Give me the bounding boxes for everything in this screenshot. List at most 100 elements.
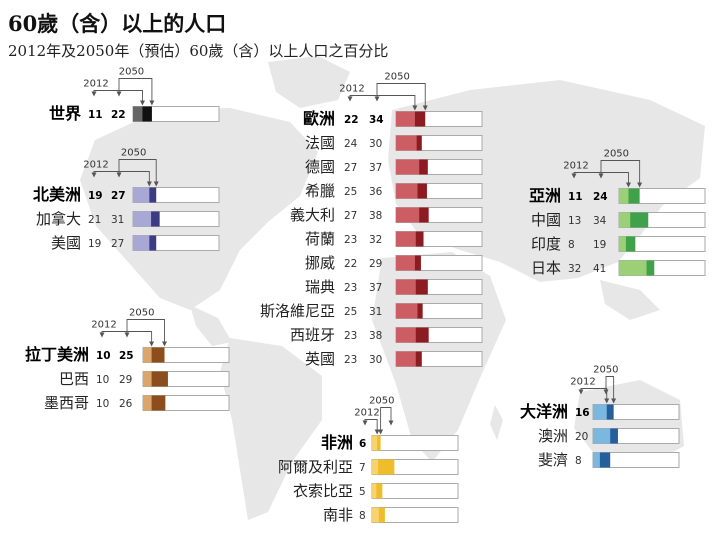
year-2012-label: 2012	[339, 84, 364, 95]
chart-subtitle: 2012年及2050年（預估）60歲（含）以上人口之百分比	[8, 42, 389, 60]
country-label: 阿爾及利亞	[278, 458, 353, 476]
region-label: 亞洲	[529, 186, 561, 205]
region-label: 大洋洲	[520, 402, 568, 421]
bar-2050	[372, 483, 383, 499]
region-label: 拉丁美洲	[25, 345, 89, 364]
connector-2012-arrow	[412, 105, 418, 111]
value-2012-label: 6	[359, 438, 366, 450]
connector-2012-arrow	[374, 429, 380, 435]
value-2012-label: 11	[568, 191, 583, 203]
value-2050-label: 27	[111, 190, 126, 202]
country-label: 中國	[531, 211, 561, 229]
country-label: 墨西哥	[44, 394, 89, 412]
value-2012-label: 32	[568, 263, 581, 275]
year-2012-label: 2012	[83, 160, 108, 171]
year-2012-label: 2012	[354, 408, 379, 419]
bar-2012	[396, 111, 415, 127]
value-2050-label: 19	[593, 239, 606, 251]
value-2050-label: 29	[119, 374, 132, 386]
country-label: 印度	[531, 235, 561, 253]
connector-2050-tail-arrow	[598, 173, 604, 179]
connector-2050-tail-arrow	[116, 172, 122, 178]
connector-2050	[376, 83, 426, 107]
value-2012-label: 27	[344, 162, 357, 174]
connector-2050	[380, 407, 392, 431]
value-2012-label: 22	[344, 114, 359, 126]
year-2012-label: 2012	[83, 79, 108, 90]
year-2050-label: 2050	[129, 308, 154, 319]
bar-2012	[619, 236, 626, 252]
value-2012-label: 21	[88, 214, 101, 226]
value-2050-label: 30	[369, 138, 382, 150]
connector-2050	[605, 376, 615, 400]
country-label: 斐濟	[538, 451, 568, 469]
bar-2012	[372, 507, 379, 523]
value-2012-label: 23	[344, 354, 357, 366]
connector-2012-tail-arrow	[362, 420, 368, 426]
year-2050-label: 2050	[369, 396, 394, 407]
value-2050-label: 32	[369, 234, 382, 246]
bar-2012	[372, 435, 378, 451]
value-2012-label: 19	[88, 238, 101, 250]
connector-2012	[349, 95, 416, 107]
bar-2012	[396, 351, 416, 367]
country-label: 英國	[305, 350, 335, 368]
region-label: 世界	[49, 104, 81, 123]
value-2012-label: 27	[344, 210, 357, 222]
country-label: 衣索比亞	[293, 482, 353, 500]
bar-track	[371, 435, 459, 451]
connector-2050-arrow	[611, 398, 617, 404]
value-2050-label: 27	[111, 238, 124, 250]
connector-2050-arrow	[422, 105, 428, 111]
value-2050-label: 26	[119, 398, 133, 410]
value-2050-label: 34	[369, 114, 384, 126]
country-label: 南非	[323, 506, 353, 524]
year-2050-label: 2050	[121, 148, 146, 159]
value-2012-label: 8	[575, 455, 582, 467]
connector-2050-tail-arrow	[603, 389, 609, 395]
value-2012-label: 22	[344, 258, 357, 270]
connector-2050-arrow	[637, 182, 643, 188]
country-label: 美國	[51, 234, 81, 252]
bar-2012	[396, 231, 416, 247]
bar-2012	[593, 404, 607, 420]
value-2050-label: 24	[593, 191, 608, 203]
value-2050-label: 31	[369, 306, 382, 318]
bar-2012	[396, 207, 420, 223]
bar-2012	[133, 187, 150, 203]
connector-2012	[580, 388, 608, 400]
value-2050-label: 31	[111, 214, 124, 226]
value-2012-label: 8	[359, 510, 366, 522]
value-2012-label: 23	[344, 234, 357, 246]
connector-2050	[118, 78, 153, 102]
connector-2050	[118, 159, 157, 183]
value-2050-label: 38	[369, 330, 382, 342]
country-label: 瑞典	[305, 278, 335, 296]
value-2012-label: 10	[96, 374, 109, 386]
value-2012-label: 19	[88, 190, 103, 202]
bar-2012	[396, 135, 417, 151]
connector-2050-arrow	[378, 429, 384, 435]
connector-2050-tail-arrow	[388, 420, 394, 426]
connector-2050-arrow	[153, 181, 159, 187]
value-2012-label: 7	[359, 462, 366, 474]
bar-2012	[133, 235, 150, 251]
region-label: 歐洲	[303, 109, 335, 128]
region-label: 北美洲	[33, 185, 81, 204]
bar-2012	[133, 211, 152, 227]
connector-2050-arrow	[162, 341, 167, 347]
value-2012-label: 10	[96, 350, 111, 362]
bar-2012	[396, 327, 416, 343]
value-2050-label: 30	[369, 354, 382, 366]
bar-track	[371, 483, 459, 499]
value-2050-label: 22	[111, 109, 126, 121]
year-2012-label: 2012	[563, 161, 588, 172]
value-2050-label: 41	[593, 263, 606, 275]
bar-2012	[396, 255, 415, 271]
map-australia	[574, 380, 684, 466]
year-2050-label: 2050	[593, 365, 618, 376]
value-2012-label: 16	[575, 407, 590, 419]
value-2012-label: 13	[568, 215, 581, 227]
connector-2012-tail-arrow	[571, 173, 577, 179]
map-north-america	[80, 108, 318, 310]
